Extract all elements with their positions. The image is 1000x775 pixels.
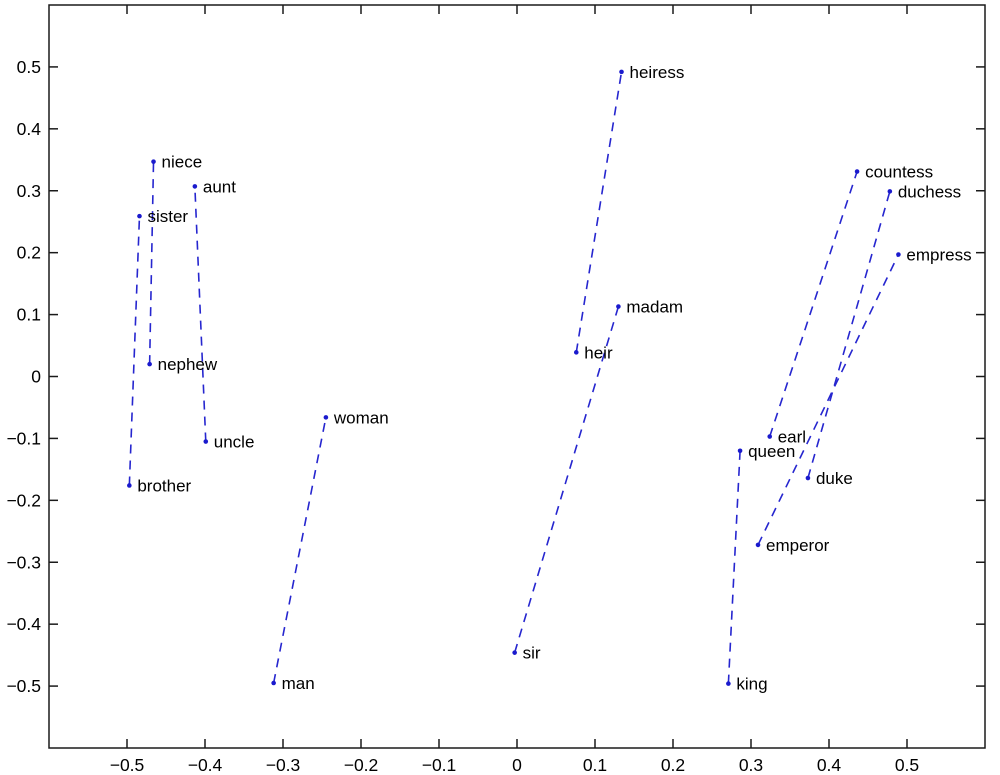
point-label-king: king <box>736 675 767 694</box>
pair-line-nephew-niece <box>148 161 155 365</box>
point-label-niece: niece <box>162 153 203 172</box>
data-point-aunt <box>192 184 198 189</box>
point-label-uncle: uncle <box>214 433 255 452</box>
pair-line-duke-duchess <box>807 191 891 479</box>
y-tick-label: 0.1 <box>17 305 41 325</box>
y-tick-label: 0.5 <box>17 57 41 77</box>
data-point-man <box>271 680 276 686</box>
point-label-duke: duke <box>816 469 853 488</box>
point-label-brother: brother <box>137 476 191 495</box>
pair-line-uncle-aunt <box>194 186 207 442</box>
x-tick-label: 0.1 <box>583 755 607 775</box>
y-tick-label: −0.2 <box>6 490 41 510</box>
point-label-man: man <box>282 674 315 693</box>
data-point-countess <box>854 169 860 174</box>
point-label-nephew: nephew <box>158 355 218 374</box>
y-tick-label: 0.2 <box>17 243 41 263</box>
pair-line-emperor-empress <box>757 254 900 546</box>
data-point-empress <box>896 252 901 257</box>
x-tick-label: −0.5 <box>110 755 145 775</box>
point-label-heiress: heiress <box>630 63 685 82</box>
pair-line-brother-sister <box>128 216 141 486</box>
point-label-madam: madam <box>626 298 683 317</box>
point-label-emperor: emperor <box>766 536 830 555</box>
point-label-earl: earl <box>778 428 806 447</box>
pair-line-man-woman <box>272 417 327 684</box>
data-point-sister <box>137 213 142 219</box>
data-point-emperor <box>755 542 761 548</box>
x-tick-label: −0.3 <box>266 755 301 775</box>
data-point-duchess <box>887 189 893 194</box>
point-label-sister: sister <box>147 207 188 226</box>
data-point-uncle <box>203 439 209 444</box>
point-label-duchess: duchess <box>898 182 961 201</box>
point-label-woman: woman <box>333 408 389 427</box>
x-tick-label: 0.4 <box>817 755 842 775</box>
data-point-heir <box>573 350 579 355</box>
x-tick-label: 0 <box>512 755 522 775</box>
point-label-heir: heir <box>584 343 613 362</box>
data-point-brother <box>127 483 132 488</box>
pair-line-earl-countess <box>768 171 858 437</box>
data-point-earl <box>767 434 773 439</box>
x-tick-label: −0.1 <box>422 755 457 775</box>
y-tick-label: −0.4 <box>6 614 41 634</box>
data-point-queen <box>737 448 743 454</box>
y-tick-label: 0.3 <box>17 181 41 201</box>
data-point-heiress <box>619 69 624 75</box>
x-tick-label: 0.3 <box>739 755 763 775</box>
x-tick-label: 0.5 <box>895 755 919 775</box>
data-point-duke <box>805 475 811 481</box>
y-tick-label: −0.1 <box>6 428 41 448</box>
point-label-sir: sir <box>523 644 541 663</box>
data-point-madam <box>616 304 621 309</box>
data-point-nephew <box>147 361 152 367</box>
data-point-sir <box>512 650 517 655</box>
plot-border <box>48 4 986 749</box>
pair-line-heir-heiress <box>575 71 623 353</box>
point-label-countess: countess <box>865 163 933 182</box>
data-point-niece <box>151 159 156 164</box>
y-tick-label: −0.5 <box>6 676 41 696</box>
pair-line-sir-madam <box>513 306 620 653</box>
x-tick-label: −0.2 <box>344 755 379 775</box>
data-point-woman <box>323 415 329 420</box>
data-point-king <box>726 681 731 686</box>
pair-line-king-queen <box>727 450 741 684</box>
point-label-queen: queen <box>748 442 795 461</box>
x-tick-label: 0.2 <box>661 755 685 775</box>
x-tick-label: −0.4 <box>188 755 223 775</box>
y-tick-label: 0.4 <box>17 119 42 139</box>
point-label-empress: empress <box>906 246 971 265</box>
point-label-aunt: aunt <box>203 177 236 196</box>
y-tick-label: 0 <box>31 367 41 387</box>
y-tick-label: −0.3 <box>6 552 41 572</box>
